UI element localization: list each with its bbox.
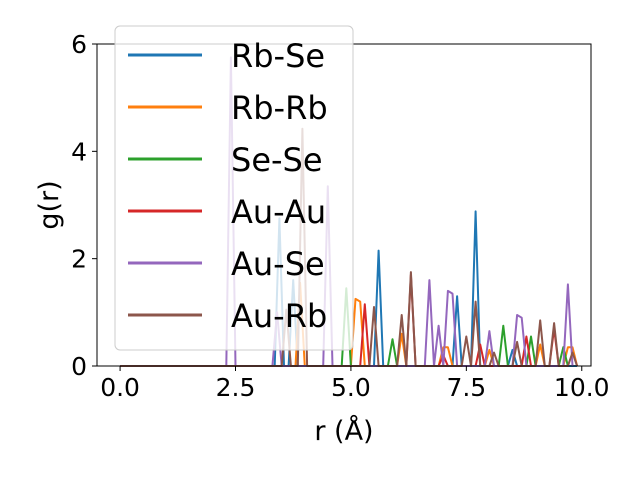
tick-layer: 0.0 2.5 5.0 7.5 10.0 0 2 4 6: [71, 30, 610, 402]
y-tick-label: 6: [71, 30, 87, 59]
x-tick-label: 2.5: [216, 373, 256, 402]
x-axis-label: r (Å): [314, 415, 373, 447]
x-tick-label: 0.0: [100, 373, 140, 402]
y-tick-label: 2: [71, 245, 87, 274]
x-tick-label: 10.0: [554, 373, 610, 402]
y-tick-label: 4: [71, 137, 87, 166]
legend-label-rb-rb: Rb-Rb: [231, 89, 328, 127]
legend-label-rb-se: Rb-Se: [231, 37, 325, 75]
y-tick-label: 0: [71, 352, 87, 381]
legend-label-se-se: Se-Se: [231, 141, 323, 179]
x-tick-label: 5.0: [331, 373, 371, 402]
legend-label-au-rb: Au-Rb: [231, 297, 327, 335]
legend-label-au-au: Au-Au: [231, 193, 326, 231]
x-tick-label: 7.5: [446, 373, 486, 402]
y-axis-label: g(r): [34, 180, 65, 229]
legend-label-au-se: Au-Se: [231, 245, 325, 283]
legend: Rb-Se Rb-Rb Se-Se Au-Au Au-Se Au-Rb: [114, 25, 354, 351]
